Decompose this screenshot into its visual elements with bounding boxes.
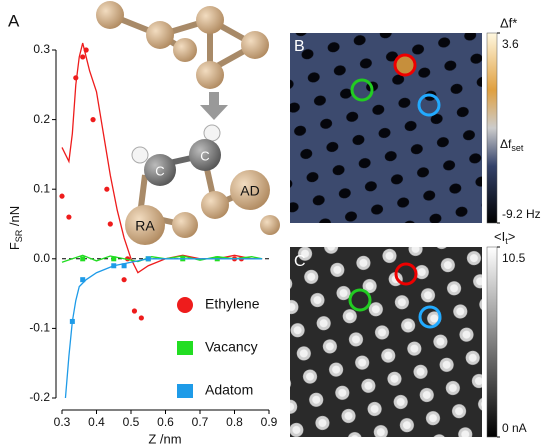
legend-label: Adatom	[205, 382, 253, 398]
legend-marker	[177, 297, 193, 313]
y-tick-label: -0.2	[29, 390, 50, 404]
atom-label: AD	[240, 183, 259, 199]
data-point	[132, 308, 137, 313]
image-c	[290, 247, 497, 437]
legend-label: Ethylene	[205, 296, 260, 312]
data-point	[108, 221, 113, 226]
data-point	[139, 315, 144, 320]
colorbar-title: Δf*	[500, 15, 517, 30]
data-point	[111, 256, 116, 261]
colorbar-set-label: Δfset	[500, 137, 524, 153]
y-axis-label: FSR /nN	[7, 206, 24, 250]
image-b	[290, 33, 497, 223]
data-point	[80, 277, 85, 282]
x-tick-label: 0.3	[54, 415, 71, 429]
data-point	[80, 256, 85, 261]
y-tick-label: 0.2	[33, 112, 50, 126]
x-tick-label: 0.9	[261, 415, 278, 429]
panel-label: B	[294, 38, 305, 55]
colorbar-tick-label: 3.6	[502, 37, 519, 51]
data-point	[73, 75, 78, 80]
panel-label: C	[294, 253, 306, 270]
atom-label: C	[155, 163, 164, 178]
series-line	[65, 259, 262, 398]
x-tick-label: 0.4	[88, 415, 105, 429]
data-point	[80, 54, 85, 59]
panel-label: A	[8, 11, 20, 30]
data-point	[84, 47, 89, 52]
y-tick-label: 0.3	[33, 42, 50, 56]
colorbar-title: <It>	[494, 229, 515, 246]
data-point	[111, 263, 116, 268]
x-tick-label: 0.8	[226, 415, 243, 429]
figure: C C AD RA A FSR /nN Z /nm B C Δf* Δfset …	[0, 0, 545, 448]
colorbar-tick-label: 10.5	[502, 251, 526, 265]
y-tick-label: -0.1	[29, 321, 50, 335]
legend-label: Vacancy	[205, 339, 258, 355]
y-tick-label: 0.1	[33, 181, 50, 195]
data-point	[146, 256, 151, 261]
data-point	[59, 194, 64, 199]
colorbar-tick-label: 0 nA	[502, 421, 527, 435]
data-point	[66, 214, 71, 219]
data-point	[104, 187, 109, 192]
x-tick-label: 0.7	[192, 415, 209, 429]
data-point	[122, 277, 127, 282]
data-point	[70, 319, 75, 324]
atom-label: RA	[135, 218, 155, 234]
legend-marker	[177, 341, 193, 355]
x-tick-label: 0.5	[123, 415, 140, 429]
x-tick-label: 0.6	[157, 415, 174, 429]
illustration: C C AD RA	[96, 1, 280, 245]
x-axis-label: Z /nm	[148, 431, 181, 446]
colorbar-tick-label: -9.2 Hz	[502, 207, 541, 221]
legend-marker	[177, 384, 193, 398]
data-point	[122, 263, 127, 268]
y-tick-label: 0.0	[33, 251, 50, 265]
atom-label: C	[200, 148, 209, 163]
data-point	[90, 117, 95, 122]
